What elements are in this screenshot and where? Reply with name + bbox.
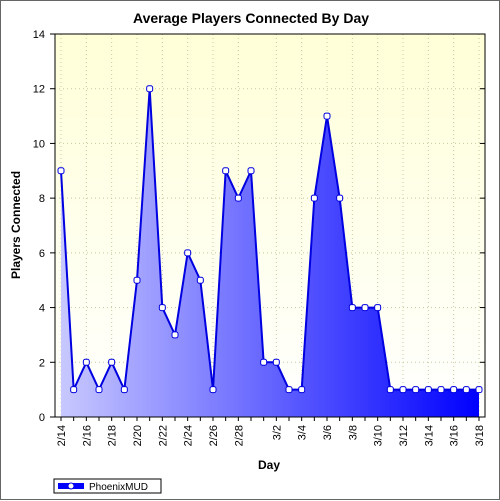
data-point	[158, 304, 166, 312]
data-point	[234, 194, 242, 202]
series-area	[61, 88, 479, 417]
x-tick-label: 2/18	[107, 425, 119, 446]
x-tick-label: 3/16	[449, 425, 461, 446]
data-point	[209, 386, 217, 394]
y-tick-label: 8	[39, 193, 45, 205]
data-point	[260, 358, 268, 366]
data-point	[462, 386, 470, 394]
x-tick-label: 2/22	[157, 425, 169, 446]
y-tick-label: 4	[39, 303, 45, 315]
data-point	[196, 276, 204, 284]
x-tick-label: 3/2	[271, 425, 283, 440]
y-tick-label: 2	[39, 357, 45, 369]
x-axis-label: Day	[258, 458, 280, 472]
y-tick-label: 6	[39, 248, 45, 260]
data-point	[323, 112, 331, 120]
data-point	[412, 386, 420, 394]
x-tick-label: 2/24	[183, 425, 195, 446]
data-point	[336, 194, 344, 202]
data-point	[95, 386, 103, 394]
data-point	[450, 386, 458, 394]
x-tick-label: 3/12	[398, 425, 410, 446]
data-point	[82, 358, 90, 366]
data-point	[247, 167, 255, 175]
data-point	[437, 386, 445, 394]
x-tick-label: 2/20	[132, 425, 144, 446]
data-point	[133, 276, 141, 284]
data-point	[184, 249, 192, 257]
data-point	[70, 386, 78, 394]
data-point	[108, 358, 116, 366]
plot-border	[54, 33, 486, 418]
data-point	[475, 386, 483, 394]
x-tick-label: 2/16	[81, 425, 93, 446]
data-point	[120, 386, 128, 394]
data-point	[298, 386, 306, 394]
x-tick-label: 3/4	[297, 425, 309, 440]
legend: PhoenixMUD	[53, 478, 162, 494]
legend-box	[53, 478, 162, 494]
series-line	[60, 88, 479, 394]
data-point	[146, 85, 154, 93]
y-axis-label: Players Connected	[9, 171, 23, 279]
x-tick-label: 3/18	[474, 425, 486, 446]
data-point	[222, 167, 230, 175]
data-point	[57, 167, 65, 175]
data-point	[374, 304, 382, 312]
data-point	[272, 358, 280, 366]
x-tick-label: 2/28	[233, 425, 245, 446]
plot-area	[55, 34, 485, 417]
data-point	[310, 194, 318, 202]
y-tick-label: 0	[39, 412, 45, 424]
data-point	[348, 304, 356, 312]
y-tick-label: 12	[33, 84, 45, 96]
y-tick-label: 14	[33, 29, 45, 41]
x-tick-label: 3/14	[423, 425, 435, 446]
x-tick-label: 2/26	[208, 425, 220, 446]
x-axis-ticks: 2/14 2/16 2/18 2/20 2/22 2/24 2/26 2/28 3/2 3/4 3/…	[56, 417, 486, 446]
data-point	[386, 386, 394, 394]
y-axis-ticks: 0 2 4 6 8 10 12 14	[33, 29, 485, 424]
series-points	[57, 85, 483, 394]
data-point	[361, 304, 369, 312]
x-tick-label: 3/6	[322, 425, 334, 440]
data-point	[171, 331, 179, 339]
legend-label: PhoenixMUD	[89, 482, 148, 493]
data-point	[285, 386, 293, 394]
x-tick-label: 3/10	[373, 425, 385, 446]
y-tick-label: 10	[33, 138, 45, 150]
chart-title: Average Players Connected By Day	[133, 10, 369, 26]
data-point	[399, 386, 407, 394]
legend-marker	[67, 482, 75, 490]
x-tick-label: 2/14	[56, 425, 68, 446]
x-tick-label: 3/8	[347, 425, 359, 440]
data-point	[424, 386, 432, 394]
